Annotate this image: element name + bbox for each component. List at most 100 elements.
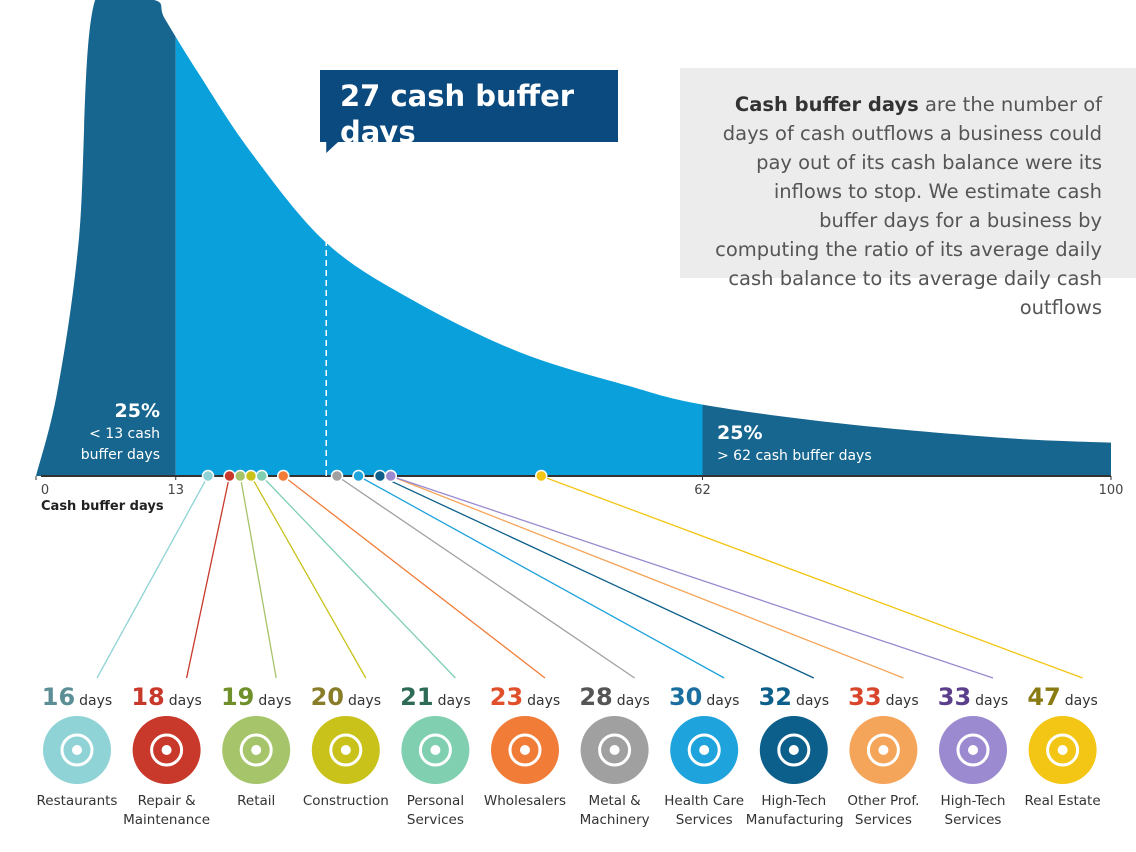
industry-value: 18 days [117, 683, 217, 711]
industry-name: Metal & Machinery [579, 793, 650, 828]
value-number: 18 [131, 683, 165, 711]
industry-marker [244, 469, 258, 483]
value-unit: days [527, 693, 561, 709]
icon-glyph [777, 733, 811, 767]
leader-line [541, 475, 1083, 679]
annotation-text: < 13 cash buffer days [80, 426, 160, 463]
x-tick-label: 13 [167, 483, 184, 498]
icon-glyph [329, 733, 363, 767]
value-number: 33 [937, 683, 972, 711]
industry-name: Wholesalers [483, 793, 567, 809]
leader-line [96, 475, 209, 679]
industry-value: 28 days [565, 683, 665, 711]
icon-glyph [866, 733, 900, 767]
value-number: 23 [489, 683, 524, 711]
industry-marker [352, 469, 365, 483]
icon-glyph [418, 733, 452, 767]
value-number: 16 [41, 683, 76, 711]
leader-line [185, 475, 231, 679]
value-number: 20 [310, 683, 344, 711]
value-number: 28 [579, 683, 613, 711]
icon-glyph [239, 733, 273, 767]
median-tail [326, 140, 341, 153]
distribution-area [36, 0, 176, 476]
industry-name: Real Estate [1024, 793, 1101, 809]
leader-line [390, 475, 994, 679]
leader-line [239, 475, 277, 679]
description-lead: Cash buffer days [734, 93, 919, 116]
icon-glyph [788, 745, 799, 755]
industry-value: 32 days [744, 683, 844, 711]
x-axis-label: Cash buffer days [41, 499, 164, 514]
industry-name: Personal Services [406, 793, 465, 828]
value-number: 32 [758, 683, 792, 711]
industry-value: 16 days [27, 683, 127, 711]
x-tick-label: 0 [41, 483, 49, 498]
industry-marker [277, 469, 290, 483]
industry-marker [535, 469, 548, 483]
industry-name: Retail [237, 793, 276, 809]
icon-glyph [878, 745, 889, 755]
value-unit: days [1064, 693, 1098, 709]
icon-glyph [430, 745, 441, 755]
leader-line [282, 475, 546, 679]
industry-name: High-Tech Services [940, 793, 1006, 828]
icon-glyph [340, 745, 351, 755]
icon-glyph [60, 733, 94, 767]
icon-glyph [1046, 733, 1080, 767]
leader-line [390, 475, 904, 679]
value-unit: days [258, 693, 292, 709]
icon-glyph [72, 745, 82, 755]
industry-marker [234, 469, 247, 483]
industry-name: Repair & Maintenance [123, 793, 211, 828]
icon-glyph [150, 733, 184, 767]
industry-value: 33 days [923, 683, 1023, 711]
annotation-text: > 62 cash buffer days [717, 448, 872, 464]
value-unit: days [347, 693, 382, 709]
value-number: 33 [848, 683, 882, 711]
icon-glyph [687, 733, 721, 767]
median-title: 27 cash buffer days [340, 79, 575, 149]
median-box: 27 cash buffer days All small business me… [320, 70, 618, 166]
icon-glyph [1057, 745, 1068, 755]
value-number: 30 [668, 683, 703, 711]
annotation-title: 25% [717, 422, 763, 444]
leader-line [336, 475, 635, 679]
icon-glyph [598, 733, 632, 767]
icon-glyph [251, 745, 262, 755]
distribution-area [175, 36, 703, 476]
industry-name: Health Care Services [664, 793, 745, 828]
industry-value: 19 days [206, 683, 306, 711]
industry-name: High-Tech Manufacturing [745, 793, 844, 828]
icon-glyph [609, 745, 620, 755]
value-unit: days [706, 693, 740, 709]
industry-value: 23 days [475, 683, 575, 711]
value-unit: days [437, 693, 471, 709]
value-unit: days [79, 693, 113, 709]
value-unit: days [616, 693, 650, 709]
x-tick-label: 62 [694, 483, 711, 498]
icon-glyph [161, 745, 172, 755]
value-unit: days [795, 693, 830, 709]
x-tick-label: 100 [1099, 483, 1124, 498]
industry-value: 20 days [296, 683, 396, 711]
annotation-title: 25% [114, 400, 160, 422]
value-unit: days [975, 693, 1009, 709]
industry-name: Restaurants [36, 793, 118, 809]
annotation: 25% > 62 cash buffer days [717, 420, 917, 467]
industry-value: 21 days [385, 683, 485, 711]
industry-value: 47 days [1013, 683, 1113, 711]
median-subtitle: All small business median [340, 150, 522, 166]
industry-value: 30 days [654, 683, 754, 711]
industry-marker [384, 469, 397, 483]
icon-glyph [956, 733, 990, 767]
industry-name: Other Prof. Services [847, 793, 920, 828]
description-box: Cash buffer days are the number of days … [680, 68, 1136, 319]
description: are the number of days of cash outflows … [715, 93, 1102, 319]
icon-glyph [968, 745, 978, 755]
icon-glyph [699, 745, 710, 755]
industry-marker [373, 469, 387, 483]
leader-line [250, 475, 367, 679]
leader-line [379, 475, 815, 679]
